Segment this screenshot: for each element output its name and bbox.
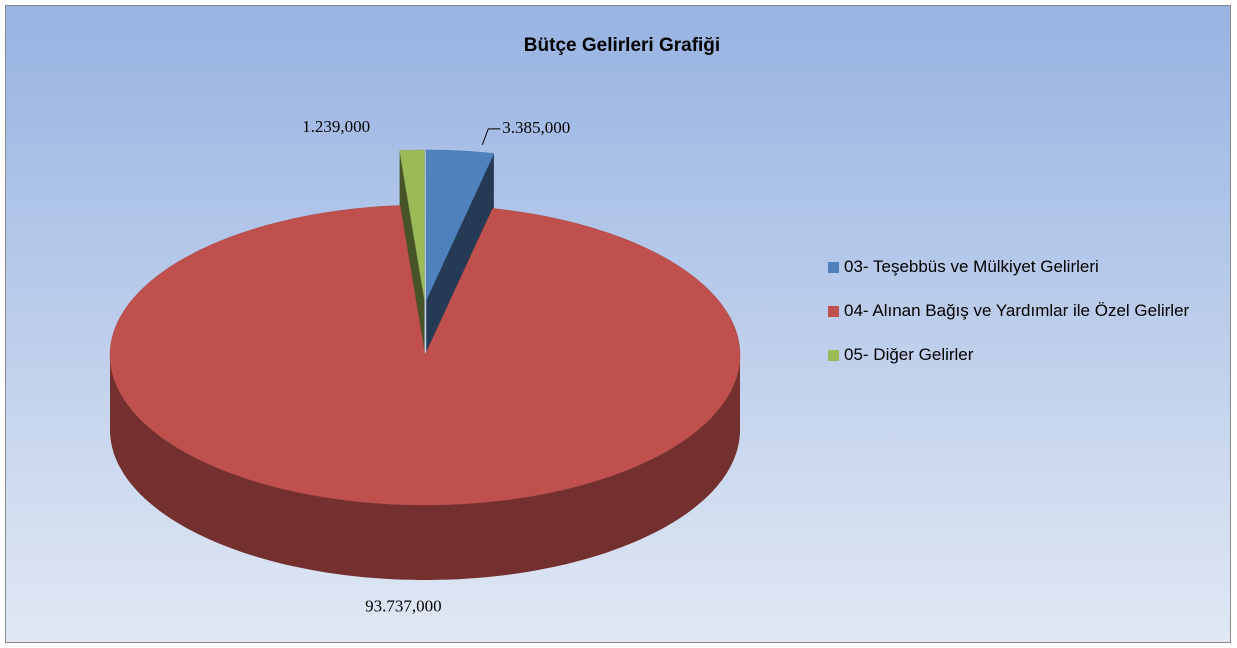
legend-item: 03- Teşebbüs ve Mülkiyet Gelirleri (828, 255, 1213, 279)
data-label: 1.239,000 (302, 117, 370, 136)
legend-item: 05- Diğer Gelirler (828, 343, 1213, 367)
leader-line (481, 128, 501, 146)
legend-swatch (828, 262, 839, 273)
data-label: 93.737,000 (365, 597, 442, 616)
slice-top (109, 205, 741, 506)
slice-wall (110, 355, 740, 580)
slice-top (399, 149, 425, 301)
legend-swatch (828, 306, 839, 317)
data-label: 3.385,000 (502, 118, 570, 137)
slice-top (426, 149, 495, 301)
legend-label: 03- Teşebbüs ve Mülkiyet Gelirleri (844, 257, 1099, 276)
pie-slice (109, 205, 741, 580)
chart-title: Bütçe Gelirleri Grafiği (524, 35, 720, 56)
legend-swatch (828, 350, 839, 361)
legend-item: 04- Alınan Bağış ve Yardımlar ile Özel G… (828, 299, 1213, 323)
pie: 3.385,000 1.239,000 93.737,000 (109, 117, 741, 616)
legend: 03- Teşebbüs ve Mülkiyet Gelirleri 04- Al… (828, 255, 1213, 387)
legend-label: 04- Alınan Bağış ve Yardımlar ile Özel G… (844, 301, 1190, 320)
legend-label: 05- Diğer Gelirler (844, 345, 974, 364)
